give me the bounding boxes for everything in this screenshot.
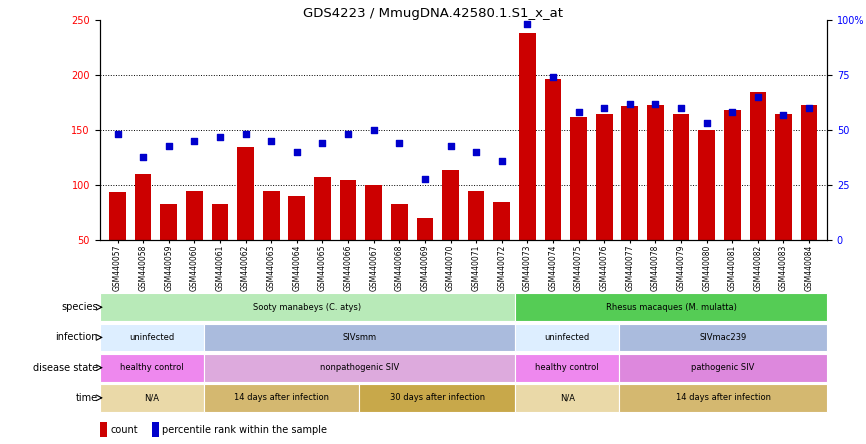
Point xyxy=(213,133,227,140)
Bar xyxy=(515,384,619,412)
Bar xyxy=(237,147,254,295)
Text: 30 days after infection: 30 days after infection xyxy=(390,393,485,402)
Text: SIVmac239: SIVmac239 xyxy=(700,333,746,342)
Bar xyxy=(443,170,459,295)
Bar xyxy=(622,106,638,295)
Bar xyxy=(673,114,689,295)
Point xyxy=(315,140,329,147)
Text: 14 days after infection: 14 days after infection xyxy=(675,393,771,402)
Text: count: count xyxy=(111,424,138,435)
Point xyxy=(700,120,714,127)
Text: uninfected: uninfected xyxy=(129,333,174,342)
Bar xyxy=(204,324,515,351)
Text: percentile rank within the sample: percentile rank within the sample xyxy=(163,424,327,435)
Bar xyxy=(545,79,561,295)
Text: healthy control: healthy control xyxy=(535,363,599,372)
Bar xyxy=(494,202,510,295)
Bar xyxy=(647,105,663,295)
Point xyxy=(572,109,585,116)
Point xyxy=(649,100,662,107)
Bar xyxy=(211,204,229,295)
Text: pathogenic SIV: pathogenic SIV xyxy=(691,363,755,372)
Text: healthy control: healthy control xyxy=(120,363,184,372)
Bar xyxy=(314,178,331,295)
Bar xyxy=(417,218,433,295)
Text: time: time xyxy=(75,393,98,403)
Point xyxy=(494,157,508,164)
Point xyxy=(111,131,125,138)
Bar xyxy=(109,192,126,295)
Point xyxy=(598,104,611,111)
Bar xyxy=(515,324,619,351)
Bar xyxy=(100,384,204,412)
Point xyxy=(777,111,791,118)
Bar xyxy=(152,422,159,437)
Text: Rhesus macaques (M. mulatta): Rhesus macaques (M. mulatta) xyxy=(605,303,737,312)
Point xyxy=(341,131,355,138)
Point xyxy=(520,21,534,28)
Bar xyxy=(519,33,536,295)
Point xyxy=(290,149,304,156)
Text: SIVsmm: SIVsmm xyxy=(342,333,377,342)
Bar xyxy=(515,293,827,321)
Point xyxy=(418,175,432,182)
Bar xyxy=(801,105,818,295)
Bar xyxy=(619,384,827,412)
Bar xyxy=(698,130,715,295)
Text: N/A: N/A xyxy=(144,393,159,402)
Bar xyxy=(570,117,587,295)
Point xyxy=(392,140,406,147)
Text: disease state: disease state xyxy=(33,363,98,373)
Point xyxy=(751,94,765,101)
Point xyxy=(623,100,637,107)
Bar xyxy=(263,190,280,295)
Bar xyxy=(135,174,152,295)
Point xyxy=(264,138,278,145)
Bar xyxy=(288,196,305,295)
Text: N/A: N/A xyxy=(559,393,575,402)
Bar xyxy=(100,422,107,437)
Text: nonpathogenic SIV: nonpathogenic SIV xyxy=(320,363,399,372)
Point xyxy=(802,104,816,111)
Bar xyxy=(359,384,515,412)
Bar xyxy=(596,114,612,295)
Bar xyxy=(391,204,408,295)
Text: infection: infection xyxy=(55,333,98,342)
Bar xyxy=(775,114,792,295)
Bar xyxy=(468,190,484,295)
Bar xyxy=(160,204,177,295)
Bar xyxy=(515,354,619,381)
Point xyxy=(162,142,176,149)
Bar xyxy=(619,354,827,381)
Bar xyxy=(619,324,827,351)
Point xyxy=(187,138,201,145)
Bar xyxy=(100,293,515,321)
Point xyxy=(674,104,688,111)
Bar xyxy=(186,190,203,295)
Point xyxy=(726,109,740,116)
Bar xyxy=(100,354,204,381)
Point xyxy=(366,127,380,134)
Bar xyxy=(750,91,766,295)
Point xyxy=(443,142,457,149)
Text: GDS4223 / MmugDNA.42580.1.S1_x_at: GDS4223 / MmugDNA.42580.1.S1_x_at xyxy=(303,7,563,20)
Point xyxy=(136,153,150,160)
Point xyxy=(469,149,483,156)
Text: uninfected: uninfected xyxy=(545,333,590,342)
Text: species: species xyxy=(61,302,98,312)
Point xyxy=(239,131,253,138)
Bar xyxy=(100,324,204,351)
Text: Sooty manabeys (C. atys): Sooty manabeys (C. atys) xyxy=(254,303,361,312)
Bar xyxy=(204,354,515,381)
Text: 14 days after infection: 14 days after infection xyxy=(234,393,329,402)
Bar xyxy=(724,110,740,295)
Bar xyxy=(339,180,357,295)
Bar xyxy=(365,185,382,295)
Point xyxy=(546,74,560,81)
Bar xyxy=(204,384,359,412)
